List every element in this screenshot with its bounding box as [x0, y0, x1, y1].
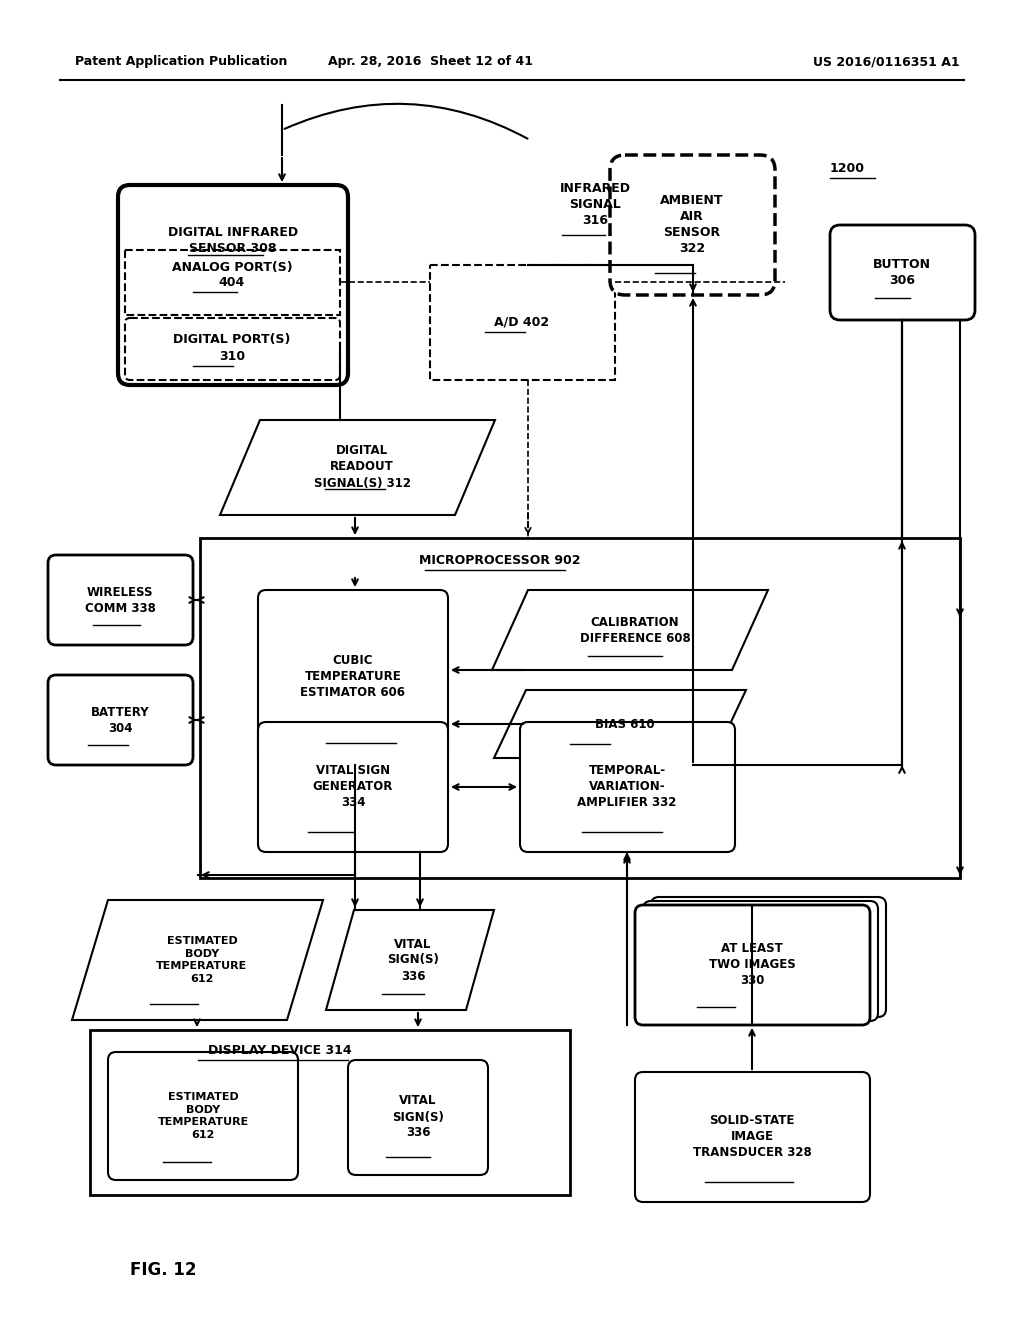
Text: BIAS 610: BIAS 610 — [595, 718, 654, 730]
Text: AT LEAST
TWO IMAGES
330: AT LEAST TWO IMAGES 330 — [709, 942, 796, 987]
Text: A/D 402: A/D 402 — [495, 315, 550, 329]
FancyBboxPatch shape — [108, 1052, 298, 1180]
FancyBboxPatch shape — [348, 1060, 488, 1175]
Text: BATTERY
304: BATTERY 304 — [91, 705, 150, 734]
Polygon shape — [220, 420, 495, 515]
FancyBboxPatch shape — [118, 185, 348, 385]
FancyBboxPatch shape — [258, 590, 449, 766]
Text: TEMPORAL-
VARIATION-
AMPLIFIER 332: TEMPORAL- VARIATION- AMPLIFIER 332 — [578, 764, 677, 809]
FancyBboxPatch shape — [643, 902, 878, 1020]
FancyBboxPatch shape — [651, 898, 886, 1016]
Polygon shape — [494, 690, 746, 758]
Text: ANALOG PORT(S)
404: ANALOG PORT(S) 404 — [172, 260, 292, 289]
Text: DIGITAL
READOUT
SIGNAL(S) 312: DIGITAL READOUT SIGNAL(S) 312 — [313, 445, 411, 490]
Text: DIGITAL PORT(S)
310: DIGITAL PORT(S) 310 — [173, 334, 291, 363]
Text: 1200: 1200 — [830, 161, 865, 174]
Polygon shape — [72, 900, 323, 1020]
Text: DISPLAY DEVICE 314: DISPLAY DEVICE 314 — [208, 1044, 352, 1056]
Text: VITAL SIGN
GENERATOR
334: VITAL SIGN GENERATOR 334 — [312, 764, 393, 809]
Bar — [125, 249, 340, 315]
FancyBboxPatch shape — [48, 675, 193, 766]
FancyBboxPatch shape — [520, 722, 735, 851]
FancyBboxPatch shape — [830, 224, 975, 319]
Text: ESTIMATED
BODY
TEMPERATURE
612: ESTIMATED BODY TEMPERATURE 612 — [158, 1093, 249, 1139]
Text: MICROPROCESSOR 902: MICROPROCESSOR 902 — [419, 553, 581, 566]
Bar — [90, 1030, 570, 1195]
Text: US 2016/0116351 A1: US 2016/0116351 A1 — [813, 55, 961, 69]
Text: SOLID-STATE
IMAGE
TRANSDUCER 328: SOLID-STATE IMAGE TRANSDUCER 328 — [692, 1114, 811, 1159]
Text: BUTTON
306: BUTTON 306 — [873, 257, 931, 286]
Bar — [430, 265, 615, 380]
Text: Patent Application Publication: Patent Application Publication — [75, 55, 288, 69]
Polygon shape — [326, 909, 494, 1010]
FancyBboxPatch shape — [635, 1072, 870, 1203]
Bar — [200, 539, 961, 878]
Text: WIRELESS
COMM 338: WIRELESS COMM 338 — [85, 586, 156, 615]
Text: INFRARED
SIGNAL
316: INFRARED SIGNAL 316 — [560, 182, 631, 227]
Text: AMBIENT
AIR
SENSOR
322: AMBIENT AIR SENSOR 322 — [660, 194, 724, 256]
Text: VITAL
SIGN(S)
336: VITAL SIGN(S) 336 — [387, 937, 439, 982]
Text: FIG. 12: FIG. 12 — [130, 1261, 197, 1279]
FancyBboxPatch shape — [258, 722, 449, 851]
FancyBboxPatch shape — [610, 154, 775, 294]
Text: CALIBRATION
DIFFERENCE 608: CALIBRATION DIFFERENCE 608 — [580, 615, 690, 644]
Text: ESTIMATED
BODY
TEMPERATURE
612: ESTIMATED BODY TEMPERATURE 612 — [157, 936, 248, 983]
Polygon shape — [492, 590, 768, 671]
Text: DIGITAL INFRARED
SENSOR 308: DIGITAL INFRARED SENSOR 308 — [168, 226, 298, 255]
FancyBboxPatch shape — [48, 554, 193, 645]
FancyBboxPatch shape — [635, 906, 870, 1026]
Text: VITAL
SIGN(S)
336: VITAL SIGN(S) 336 — [392, 1094, 444, 1139]
Text: Apr. 28, 2016  Sheet 12 of 41: Apr. 28, 2016 Sheet 12 of 41 — [328, 55, 532, 69]
Text: CUBIC
TEMPERATURE
ESTIMATOR 606: CUBIC TEMPERATURE ESTIMATOR 606 — [300, 655, 406, 700]
FancyBboxPatch shape — [125, 318, 340, 380]
